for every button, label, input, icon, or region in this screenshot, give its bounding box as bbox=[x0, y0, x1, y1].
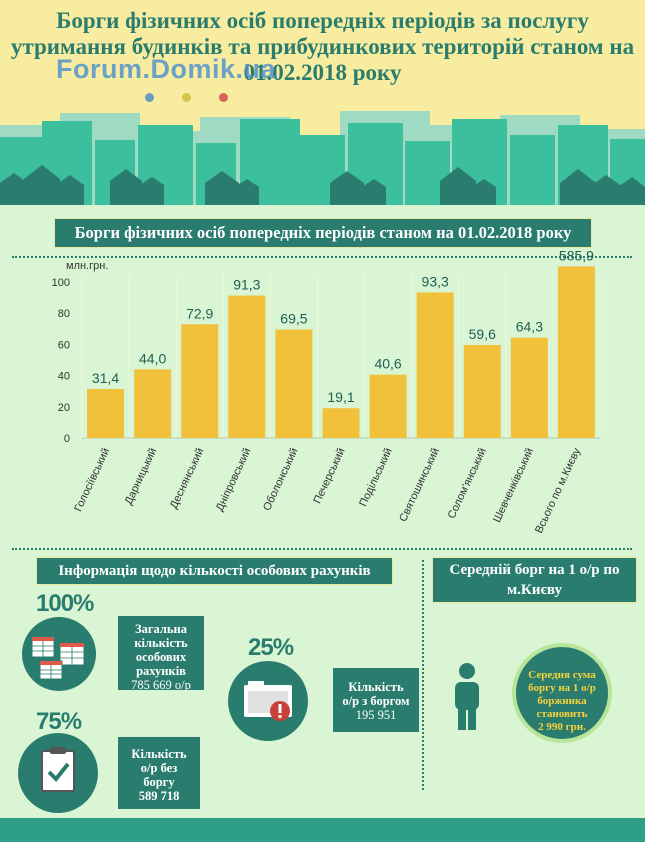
footer-bar bbox=[0, 818, 645, 842]
data-label: 69,5 bbox=[280, 311, 307, 327]
data-label: 585,9 bbox=[559, 250, 594, 263]
accounts-info-banner: Інформація щодо кількості особових рахун… bbox=[36, 557, 393, 585]
total-line-4: рахунків bbox=[136, 664, 186, 678]
without-debt-box: Кількість о/р без боргу 589 718 bbox=[118, 737, 200, 809]
y-tick-label: 100 bbox=[52, 277, 70, 289]
with-debt-circle bbox=[228, 661, 308, 741]
data-label: 59,6 bbox=[469, 326, 496, 342]
total-line-2: кількість bbox=[134, 636, 188, 650]
watermark-text: Forum.Domik.ua bbox=[56, 54, 277, 84]
bar bbox=[87, 389, 125, 438]
y-tick-label: 40 bbox=[58, 371, 70, 383]
chart-title: Борги фізичних осіб попередніх періодів … bbox=[54, 218, 592, 248]
total-percent: 100% bbox=[36, 590, 94, 617]
data-label: 93,3 bbox=[422, 273, 449, 289]
without-debt-value: 589 718 bbox=[138, 789, 180, 803]
x-tick-label: Оболонський bbox=[261, 446, 301, 513]
total-value: 785 669 о/р bbox=[131, 678, 191, 692]
bar bbox=[275, 329, 313, 438]
data-label: 31,4 bbox=[92, 370, 119, 386]
person-icon bbox=[455, 663, 479, 730]
with-debt-box: Кількість о/р з боргом 195 951 bbox=[333, 668, 419, 732]
x-tick-label: Дарницький bbox=[123, 446, 160, 506]
x-tick-label: Святошинський bbox=[397, 446, 442, 524]
folder-alert-icon bbox=[244, 681, 292, 721]
y-tick-label: 60 bbox=[58, 339, 70, 351]
with-debt-line-2: о/р з боргом bbox=[342, 694, 410, 708]
dot-yellow bbox=[182, 93, 191, 102]
avg-line-1: Середня сума bbox=[528, 669, 596, 681]
data-label: 40,6 bbox=[374, 356, 401, 372]
avg-line-4: становить bbox=[536, 708, 588, 720]
x-tick-label: Подільський bbox=[357, 446, 395, 508]
avg-line-3: боржника bbox=[537, 695, 587, 707]
bar bbox=[463, 345, 501, 438]
average-debt-text: Середня сума боргу на 1 о/р боржника ста… bbox=[512, 669, 612, 734]
y-tick-label: 0 bbox=[64, 433, 70, 445]
x-tick-label: Дніпровський bbox=[214, 446, 254, 513]
header: Борги фізичних осіб попередніх періодів … bbox=[0, 0, 645, 205]
chart-top-divider bbox=[12, 256, 632, 258]
spreadsheet-icon bbox=[31, 636, 85, 680]
data-label: 64,3 bbox=[516, 319, 543, 335]
bar bbox=[557, 266, 595, 438]
without-debt-line-1: Кількість bbox=[131, 747, 187, 761]
y-tick-label: 80 bbox=[58, 308, 70, 320]
with-debt-percent: 25% bbox=[248, 634, 294, 661]
bar bbox=[510, 337, 548, 438]
data-label: 44,0 bbox=[139, 350, 166, 366]
section-divider bbox=[12, 548, 632, 550]
average-debt-banner: Середній борг на 1 о/р по м.Києву bbox=[432, 557, 637, 603]
bar-chart: 0 20 40 60 80 100 млн.грн. 31,4 Голосіївський 44,… bbox=[52, 250, 601, 535]
total-accounts-circle bbox=[22, 617, 96, 691]
with-debt-value: 195 951 bbox=[355, 708, 397, 722]
without-debt-circle bbox=[18, 733, 98, 813]
x-tick-label: Шевченківський bbox=[491, 446, 536, 524]
dot-blue bbox=[145, 93, 154, 102]
vertical-divider bbox=[422, 560, 424, 790]
bar bbox=[181, 324, 219, 438]
average-debt-circle bbox=[512, 643, 612, 743]
x-tick-label: Голосіївський bbox=[72, 446, 112, 513]
total-line-1: Загальна bbox=[135, 622, 187, 636]
bar bbox=[369, 374, 407, 438]
with-debt-line-1: Кількість bbox=[348, 680, 404, 694]
without-debt-percent: 75% bbox=[36, 708, 82, 735]
city-skyline bbox=[0, 111, 645, 205]
y-tick-label: 20 bbox=[58, 402, 70, 414]
bar bbox=[322, 408, 360, 438]
decorative-dots bbox=[145, 89, 256, 107]
avg-line-2: боргу на 1 о/р bbox=[528, 682, 596, 694]
clipboard-check-icon bbox=[41, 747, 75, 792]
without-debt-line-3: боргу bbox=[143, 775, 175, 789]
y-axis-label: млн.грн. bbox=[66, 260, 108, 272]
bar bbox=[134, 369, 172, 438]
without-debt-line-2: о/р без bbox=[140, 761, 178, 775]
data-label: 19,1 bbox=[327, 389, 354, 405]
data-label: 72,9 bbox=[186, 305, 213, 321]
avg-value: 2 990 грн. bbox=[538, 721, 586, 733]
bar bbox=[228, 295, 266, 438]
total-accounts-box: Загальна кількість особових рахунків 785… bbox=[118, 616, 204, 692]
bar bbox=[416, 292, 454, 438]
x-tick-label: Всього по м.Києву bbox=[533, 446, 583, 535]
data-label: 91,3 bbox=[233, 277, 260, 293]
x-tick-label: Деснянський bbox=[168, 446, 207, 510]
dot-red bbox=[219, 93, 228, 102]
page-title: Борги фізичних осіб попередніх періодів … bbox=[10, 8, 635, 85]
total-line-3: особових bbox=[135, 650, 187, 664]
x-tick-label: Солом'янський bbox=[446, 446, 489, 520]
x-tick-label: Печерський bbox=[311, 446, 347, 505]
